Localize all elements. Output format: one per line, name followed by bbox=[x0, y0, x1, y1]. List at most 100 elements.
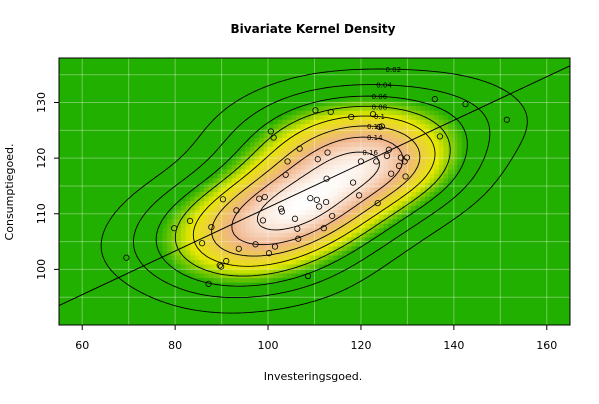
density-cell bbox=[314, 177, 320, 184]
density-cell bbox=[480, 128, 486, 134]
density-cell bbox=[208, 209, 214, 215]
density-cell bbox=[75, 313, 81, 319]
density-cell bbox=[369, 322, 375, 325]
density-cell bbox=[88, 182, 95, 188]
density-cell bbox=[162, 227, 168, 233]
density-cell bbox=[494, 282, 500, 288]
density-cell bbox=[346, 182, 352, 188]
density-cell bbox=[319, 137, 325, 143]
density-cell bbox=[401, 209, 408, 215]
density-cell bbox=[98, 272, 104, 279]
density-cell bbox=[125, 141, 131, 147]
density-cell bbox=[70, 200, 76, 206]
density-cell bbox=[549, 128, 555, 134]
density-cell bbox=[291, 205, 297, 211]
density-cell bbox=[130, 123, 136, 129]
density-cell bbox=[240, 209, 247, 215]
density-cell bbox=[415, 205, 421, 211]
density-cell bbox=[475, 232, 481, 238]
density-cell bbox=[208, 205, 214, 211]
density-cell bbox=[401, 186, 408, 193]
density-cell bbox=[457, 304, 463, 310]
density-cell bbox=[254, 304, 260, 310]
density-cell bbox=[355, 168, 362, 174]
density-cell bbox=[365, 141, 371, 147]
density-cell bbox=[222, 200, 228, 206]
density-cell bbox=[406, 214, 412, 220]
density-cell bbox=[457, 146, 463, 152]
density-cell bbox=[351, 218, 357, 224]
density-cell bbox=[208, 128, 214, 134]
density-cell bbox=[139, 191, 145, 197]
density-cell bbox=[489, 146, 495, 152]
density-cell bbox=[263, 137, 270, 143]
density-cell bbox=[157, 137, 164, 143]
density-cell bbox=[268, 272, 274, 279]
density-cell bbox=[240, 277, 247, 283]
density-cell bbox=[300, 286, 306, 292]
density-cell bbox=[231, 245, 237, 251]
density-cell bbox=[309, 141, 316, 147]
density-cell bbox=[75, 209, 81, 215]
density-cell bbox=[434, 168, 440, 174]
density-cell bbox=[199, 241, 205, 247]
density-cell bbox=[457, 282, 463, 288]
density-cell bbox=[397, 300, 403, 306]
density-cell bbox=[452, 155, 458, 161]
density-cell bbox=[360, 254, 366, 260]
density-cell bbox=[268, 277, 274, 283]
density-cell bbox=[116, 318, 122, 324]
density-cell bbox=[296, 128, 302, 134]
density-cell bbox=[162, 159, 168, 165]
density-cell bbox=[535, 272, 541, 279]
density-cell bbox=[111, 173, 118, 179]
density-cell bbox=[70, 137, 76, 143]
density-cell bbox=[401, 218, 408, 224]
density-cell bbox=[130, 282, 136, 288]
density-cell bbox=[526, 168, 532, 174]
density-cell bbox=[305, 282, 311, 288]
density-cell bbox=[466, 200, 472, 206]
density-cell bbox=[171, 214, 177, 220]
density-cell bbox=[286, 155, 293, 161]
density-cell bbox=[148, 223, 154, 229]
density-cell bbox=[332, 268, 339, 274]
density-cell bbox=[231, 159, 237, 165]
density-cell bbox=[466, 241, 472, 247]
density-cell bbox=[526, 150, 532, 156]
density-cell bbox=[328, 313, 334, 319]
density-cell bbox=[475, 128, 481, 134]
density-cell bbox=[411, 291, 417, 297]
density-cell bbox=[443, 300, 449, 306]
density-cell bbox=[461, 164, 468, 170]
density-cell bbox=[521, 300, 527, 306]
density-cell bbox=[549, 218, 555, 224]
density-cell bbox=[185, 196, 191, 202]
density-cell bbox=[236, 214, 242, 220]
density-cell bbox=[494, 286, 500, 292]
density-cell bbox=[498, 177, 504, 184]
density-cell bbox=[102, 227, 108, 233]
density-cell bbox=[111, 200, 118, 206]
density-cell bbox=[59, 177, 62, 184]
density-cell bbox=[199, 232, 205, 238]
density-cell bbox=[374, 236, 380, 242]
density-cell bbox=[360, 168, 366, 174]
density-cell bbox=[369, 177, 375, 184]
density-cell bbox=[190, 182, 196, 188]
density-cell bbox=[236, 232, 242, 238]
density-cell bbox=[360, 155, 366, 161]
density-cell bbox=[227, 277, 233, 283]
density-cell bbox=[305, 313, 311, 319]
density-cell bbox=[484, 300, 491, 306]
density-cell bbox=[59, 236, 62, 242]
density-cell bbox=[512, 313, 518, 319]
density-cell bbox=[84, 214, 90, 220]
density-cell bbox=[360, 200, 366, 206]
density-cell bbox=[429, 227, 435, 233]
density-cell bbox=[75, 137, 81, 143]
density-cell bbox=[443, 277, 449, 283]
density-cell bbox=[263, 268, 270, 274]
density-cell bbox=[148, 128, 154, 134]
density-cell bbox=[273, 182, 279, 188]
